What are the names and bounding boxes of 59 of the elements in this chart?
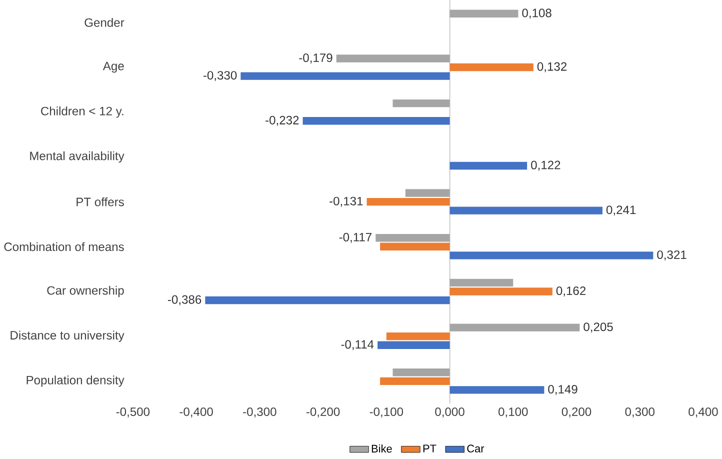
legend-label: Bike <box>372 444 392 453</box>
y-tick-label: Car ownership <box>47 286 124 298</box>
x-tick-label: 0,400 <box>688 408 718 418</box>
bar <box>378 342 450 350</box>
y-tick-label: Combination of means <box>4 242 124 252</box>
bar <box>392 100 450 108</box>
data-label: 0,108 <box>522 8 552 19</box>
bar <box>450 206 602 215</box>
bar <box>386 332 450 340</box>
x-tick-label: -0,100 <box>370 408 404 418</box>
data-label: -0,232 <box>266 116 299 126</box>
bar <box>392 368 450 376</box>
x-tick-label: -0,200 <box>306 408 340 418</box>
bar <box>205 296 450 304</box>
legend-label: Car <box>467 444 484 453</box>
bar <box>336 54 450 63</box>
data-label: -0,179 <box>299 54 332 64</box>
data-label: 0,132 <box>537 62 567 72</box>
bar <box>450 252 654 260</box>
data-label: -0,114 <box>341 340 374 350</box>
x-tick-label: 0,000 <box>435 408 464 418</box>
y-tick-label: PT offers <box>76 198 124 206</box>
y-tick-label: Population density <box>26 376 124 388</box>
bar <box>376 234 450 242</box>
data-label: 0,241 <box>606 206 636 216</box>
data-label: -0,330 <box>203 71 237 82</box>
y-tick-label: Distance to university <box>10 330 124 342</box>
bar <box>450 64 534 72</box>
bar <box>380 378 450 386</box>
y-tick-label: Mental availability <box>30 152 124 163</box>
bar <box>450 386 544 394</box>
x-tick-label: -0,500 <box>116 408 150 418</box>
data-label: 0,162 <box>556 286 586 297</box>
y-tick-label: Children < 12 y. <box>41 106 124 118</box>
data-label: -0,131 <box>330 197 363 208</box>
data-label: -0,117 <box>339 233 372 244</box>
data-label: 0,122 <box>531 161 560 171</box>
bar <box>450 288 552 296</box>
x-tick-label: 0,300 <box>625 408 654 418</box>
data-label: 0,149 <box>548 385 578 396</box>
bar <box>366 198 450 206</box>
x-tick-label: 0,200 <box>562 408 592 418</box>
bar <box>450 324 580 332</box>
bar <box>450 279 514 287</box>
legend-label: PT <box>423 444 436 453</box>
bar <box>240 72 450 80</box>
bar <box>450 162 528 170</box>
bar <box>450 10 518 18</box>
bar <box>302 117 450 125</box>
x-tick-label: -0,400 <box>180 408 213 418</box>
y-tick-label: Age <box>102 62 124 73</box>
data-label: 0,321 <box>657 250 686 261</box>
bar <box>380 243 450 251</box>
data-label: 0,205 <box>584 322 613 333</box>
y-tick-label: Gender <box>84 18 124 28</box>
x-tick-label: -0,300 <box>243 408 276 418</box>
data-label: -0,386 <box>168 296 202 306</box>
x-tick-label: 0,100 <box>498 408 528 418</box>
bar <box>405 189 450 198</box>
